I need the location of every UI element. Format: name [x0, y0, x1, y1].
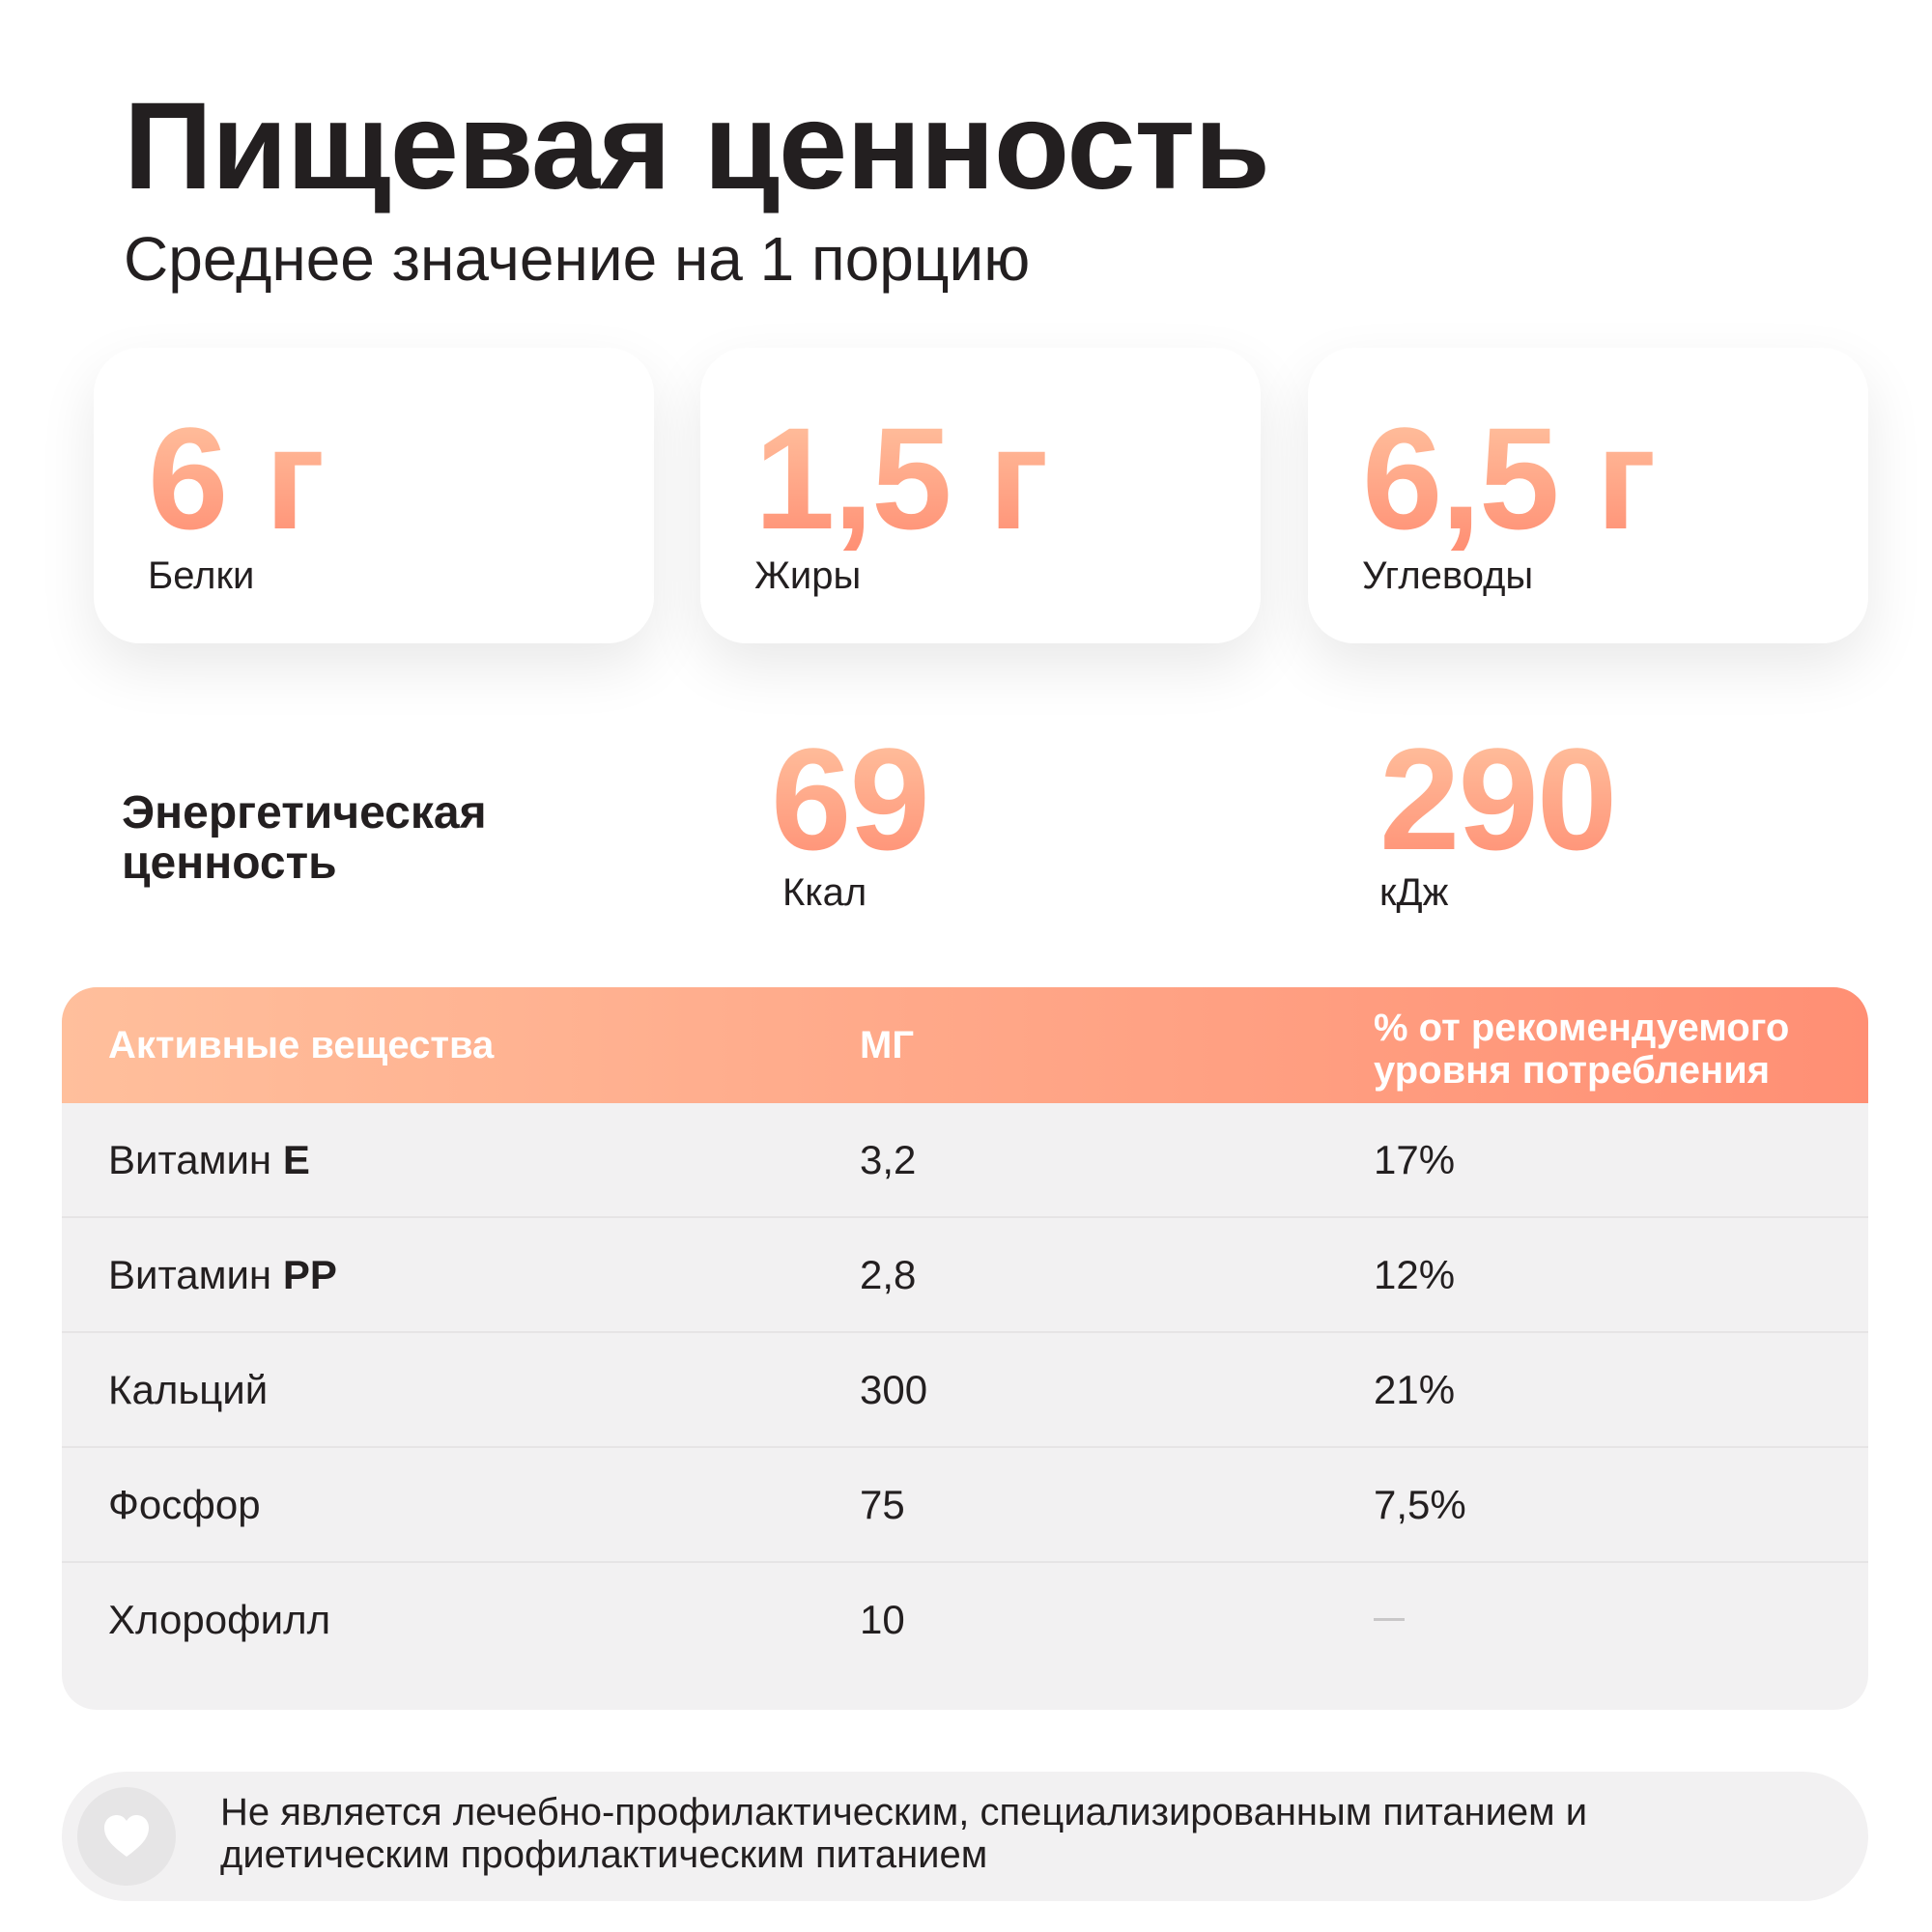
nutrients-table: Активные вещества МГ % от рекомендуемого… [62, 987, 1868, 1710]
cell-mg: 300 [860, 1367, 928, 1412]
table-row: Хлорофилл 10 [62, 1563, 1868, 1676]
cell-percent: 12% [1374, 1252, 1456, 1297]
energy-kcal-unit: Ккал [782, 871, 867, 914]
energy-kcal-value: 69 [771, 718, 930, 880]
energy-label: Энергетическая ценность [122, 787, 487, 889]
substance-name: Витамин [108, 1252, 272, 1297]
macro-value: 1,5 г [754, 397, 1049, 559]
macro-value: 6 г [148, 397, 326, 559]
cell-mg: 10 [860, 1597, 905, 1642]
cell-substance: Витамин PP [108, 1218, 337, 1331]
cell-substance: Фосфор [108, 1482, 261, 1527]
cell-mg: 75 [860, 1482, 905, 1527]
cell-substance: Кальций [108, 1367, 269, 1412]
table-row: Кальций 300 21% [62, 1333, 1868, 1448]
no-value-dash [1374, 1618, 1405, 1621]
column-header-percent: % от рекомендуемого уровня потребления [1374, 1007, 1790, 1092]
page-subtitle: Среднее значение на 1 порцию [124, 224, 1031, 294]
disclaimer-text: Не является лечебно-профилактическим, сп… [220, 1791, 1588, 1876]
substance-code: PP [282, 1252, 337, 1297]
macro-card-carbs: 6,5 г Углеводы [1308, 348, 1868, 643]
cell-percent: 7,5% [1374, 1482, 1466, 1527]
macro-label: Углеводы [1362, 554, 1534, 597]
cell-percent: 21% [1374, 1367, 1456, 1412]
table-row: Витамин PP 2,8 12% [62, 1218, 1868, 1333]
cell-substance: Хлорофилл [108, 1597, 331, 1642]
macro-label: Белки [148, 554, 255, 597]
column-header-mg: МГ [860, 1024, 914, 1066]
page-title: Пищевая ценность [124, 77, 1270, 215]
cell-mg: 3,2 [860, 1137, 917, 1182]
energy-kj-unit: кДж [1379, 871, 1449, 914]
heart-badge [77, 1787, 176, 1886]
table-row: Фосфор 75 7,5% [62, 1448, 1868, 1563]
substance-code: E [282, 1137, 310, 1182]
column-header-substance: Активные вещества [108, 1024, 495, 1066]
energy-kj-value: 290 [1379, 718, 1617, 880]
macro-card-fat: 1,5 г Жиры [700, 348, 1261, 643]
disclaimer-note: Не является лечебно-профилактическим, сп… [62, 1772, 1868, 1901]
cell-substance: Витамин E [108, 1103, 310, 1216]
macro-label: Жиры [754, 554, 862, 597]
substance-name: Витамин [108, 1137, 272, 1182]
table-header: Активные вещества МГ % от рекомендуемого… [62, 987, 1868, 1103]
cell-percent: 17% [1374, 1137, 1456, 1182]
macro-value: 6,5 г [1362, 397, 1657, 559]
cell-mg: 2,8 [860, 1252, 917, 1297]
heart-icon [104, 1815, 149, 1857]
macro-card-protein: 6 г Белки [94, 348, 654, 643]
table-row: Витамин E 3,2 17% [62, 1103, 1868, 1218]
